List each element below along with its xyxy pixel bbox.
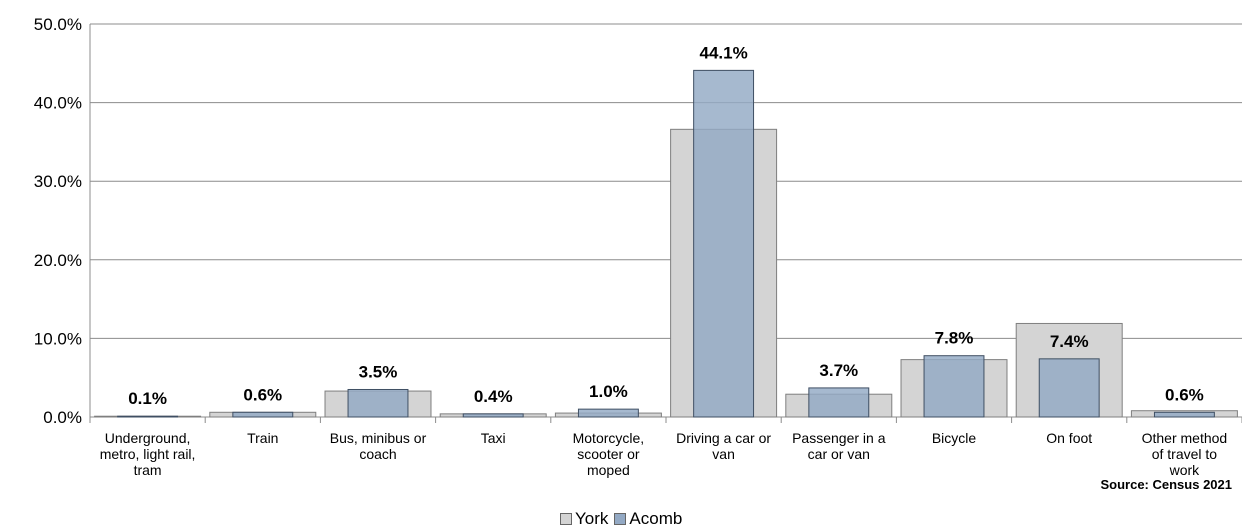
x-category-label: Motorcycle, — [573, 430, 645, 446]
y-tick-label: 40.0% — [34, 94, 82, 113]
bar-acomb — [462, 413, 524, 418]
y-tick-label: 10.0% — [34, 329, 82, 348]
legend-item-york: York — [560, 509, 608, 529]
data-label: 0.1% — [128, 389, 167, 408]
x-category-label: moped — [587, 462, 630, 478]
data-label: 1.0% — [589, 382, 628, 401]
x-category-label: On foot — [1046, 430, 1092, 446]
data-label: 0.4% — [474, 387, 513, 406]
x-category-label: Driving a car or — [676, 430, 771, 446]
x-category-label: Bus, minibus or — [330, 430, 427, 446]
bar-acomb — [693, 69, 755, 418]
bar-acomb — [232, 411, 294, 418]
bar-acomb — [1038, 358, 1100, 418]
x-category-label: metro, light rail, — [100, 446, 196, 462]
x-category-label: Taxi — [481, 430, 506, 446]
data-label: 0.6% — [243, 385, 282, 404]
legend-label-acomb: Acomb — [629, 509, 683, 528]
x-category-label: Bicycle — [932, 430, 977, 446]
bar-acomb — [117, 415, 179, 418]
data-label: 44.1% — [699, 43, 747, 62]
legend-label-york: York — [575, 509, 609, 528]
bar-acomb — [808, 387, 870, 418]
legend-swatch-acomb — [614, 513, 627, 525]
x-category-label: car or van — [808, 446, 870, 462]
x-category-label: Passenger in a — [792, 430, 886, 446]
x-category-label: of travel to — [1152, 446, 1218, 462]
x-category-label: coach — [359, 446, 396, 462]
data-label: 3.7% — [819, 361, 858, 380]
bar-acomb — [923, 355, 985, 418]
bar-chart: 0.0% 10.0% 20.0% 30.0% 40.0% 50.0% 0.1% Undergr… — [34, 15, 1242, 478]
legend-item-acomb: Acomb — [614, 509, 682, 529]
bar-acomb — [577, 408, 639, 418]
x-category-label: Underground, — [105, 430, 191, 446]
x-category-label: van — [712, 446, 735, 462]
y-tick-label: 50.0% — [34, 15, 82, 34]
data-label: 7.4% — [1050, 332, 1089, 351]
data-label: 0.6% — [1165, 385, 1204, 404]
y-tick-label: 20.0% — [34, 251, 82, 270]
x-category-label: Train — [247, 430, 278, 446]
y-tick-label: 30.0% — [34, 172, 82, 191]
data-label: 7.8% — [935, 329, 974, 348]
bar-acomb — [1153, 411, 1215, 418]
source-note: Source: Census 2021 — [1100, 477, 1232, 492]
x-category-label: tram — [134, 462, 162, 478]
legend-swatch-york — [560, 513, 572, 525]
x-category-label: work — [1169, 462, 1201, 478]
y-tick-label: 0.0% — [43, 408, 82, 427]
x-category-label: scooter or — [577, 446, 640, 462]
x-category-label: Other method — [1142, 430, 1228, 446]
bar-acomb — [347, 388, 409, 418]
data-label: 3.5% — [359, 362, 398, 381]
chart-legend: York Acomb — [560, 509, 682, 529]
